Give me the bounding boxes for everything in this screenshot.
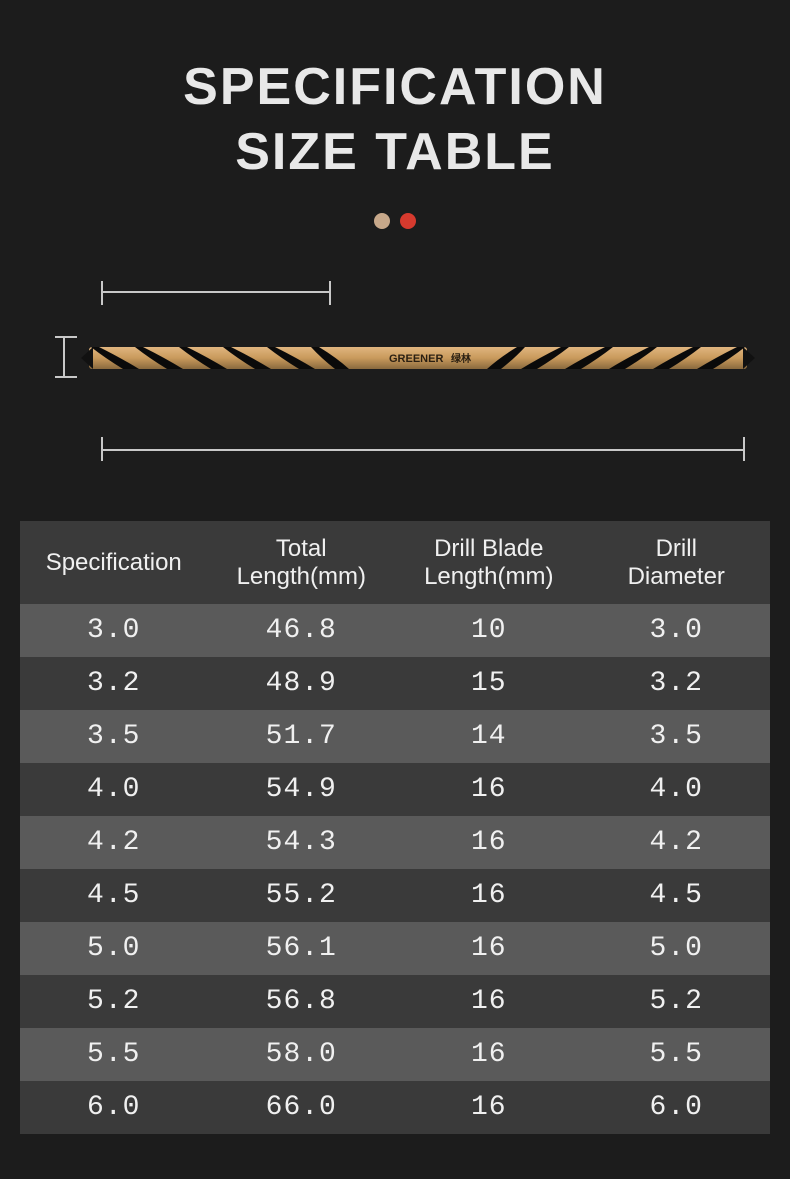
title-line-2: SIZE TABLE bbox=[0, 120, 790, 185]
table-cell: 4.0 bbox=[20, 763, 208, 816]
brand-text-en: GREENER bbox=[389, 353, 443, 365]
col-diameter: Drill Diameter bbox=[583, 521, 771, 604]
table-row: 4.054.9164.0 bbox=[20, 763, 770, 816]
col-blade-length: Drill Blade Length(mm) bbox=[395, 521, 583, 604]
table-row: 3.248.9153.2 bbox=[20, 657, 770, 710]
table-cell: 16 bbox=[395, 763, 583, 816]
table-cell: 4.2 bbox=[20, 816, 208, 869]
drill-diagram: GREENER 绿林 bbox=[45, 291, 745, 451]
page-title: SPECIFICATION SIZE TABLE bbox=[0, 55, 790, 185]
accent-dots bbox=[0, 213, 790, 229]
table-row: 6.066.0166.0 bbox=[20, 1081, 770, 1134]
table-cell: 16 bbox=[395, 922, 583, 975]
table-row: 5.558.0165.5 bbox=[20, 1028, 770, 1081]
table-cell: 3.2 bbox=[583, 657, 771, 710]
table-cell: 3.2 bbox=[20, 657, 208, 710]
spec-table: Specification Total Length(mm) Drill Bla… bbox=[20, 521, 770, 1134]
table-cell: 4.2 bbox=[583, 816, 771, 869]
title-line-1: SPECIFICATION bbox=[0, 55, 790, 120]
table-row: 3.551.7143.5 bbox=[20, 710, 770, 763]
dot-2 bbox=[400, 213, 416, 229]
table-cell: 10 bbox=[395, 604, 583, 657]
blade-length-bracket bbox=[101, 291, 331, 315]
table-cell: 16 bbox=[395, 869, 583, 922]
table-cell: 16 bbox=[395, 975, 583, 1028]
total-length-bracket bbox=[101, 427, 745, 451]
table-cell: 6.0 bbox=[20, 1081, 208, 1134]
col-specification: Specification bbox=[20, 521, 208, 604]
table-cell: 5.2 bbox=[583, 975, 771, 1028]
brand-text-cn: 绿林 bbox=[451, 352, 472, 365]
table-cell: 3.5 bbox=[583, 710, 771, 763]
table-cell: 3.0 bbox=[20, 604, 208, 657]
col-total-length: Total Length(mm) bbox=[208, 521, 396, 604]
table-cell: 54.3 bbox=[208, 816, 396, 869]
table-cell: 66.0 bbox=[208, 1081, 396, 1134]
dot-1 bbox=[374, 213, 390, 229]
table-cell: 58.0 bbox=[208, 1028, 396, 1081]
table-cell: 15 bbox=[395, 657, 583, 710]
table-cell: 51.7 bbox=[208, 710, 396, 763]
table-row: 3.046.8103.0 bbox=[20, 604, 770, 657]
table-cell: 4.5 bbox=[583, 869, 771, 922]
table-cell: 14 bbox=[395, 710, 583, 763]
table-row: 5.256.8165.2 bbox=[20, 975, 770, 1028]
table-row: 5.056.1165.0 bbox=[20, 922, 770, 975]
table-cell: 5.0 bbox=[583, 922, 771, 975]
table-row: 4.555.2164.5 bbox=[20, 869, 770, 922]
table-row: 4.254.3164.2 bbox=[20, 816, 770, 869]
table-cell: 56.1 bbox=[208, 922, 396, 975]
table-cell: 48.9 bbox=[208, 657, 396, 710]
table-cell: 54.9 bbox=[208, 763, 396, 816]
spec-table-container: Specification Total Length(mm) Drill Bla… bbox=[20, 521, 770, 1134]
table-cell: 55.2 bbox=[208, 869, 396, 922]
table-cell: 5.0 bbox=[20, 922, 208, 975]
table-cell: 46.8 bbox=[208, 604, 396, 657]
table-cell: 16 bbox=[395, 816, 583, 869]
table-cell: 4.5 bbox=[20, 869, 208, 922]
drill-bit-illustration: GREENER 绿林 bbox=[81, 341, 755, 375]
table-header-row: Specification Total Length(mm) Drill Bla… bbox=[20, 521, 770, 604]
table-cell: 5.5 bbox=[20, 1028, 208, 1081]
table-cell: 5.5 bbox=[583, 1028, 771, 1081]
table-cell: 3.0 bbox=[583, 604, 771, 657]
table-cell: 16 bbox=[395, 1081, 583, 1134]
spec-table-body: 3.046.8103.03.248.9153.23.551.7143.54.05… bbox=[20, 604, 770, 1134]
table-cell: 6.0 bbox=[583, 1081, 771, 1134]
table-cell: 16 bbox=[395, 1028, 583, 1081]
header: SPECIFICATION SIZE TABLE bbox=[0, 0, 790, 229]
table-cell: 5.2 bbox=[20, 975, 208, 1028]
table-cell: 56.8 bbox=[208, 975, 396, 1028]
table-cell: 3.5 bbox=[20, 710, 208, 763]
table-cell: 4.0 bbox=[583, 763, 771, 816]
